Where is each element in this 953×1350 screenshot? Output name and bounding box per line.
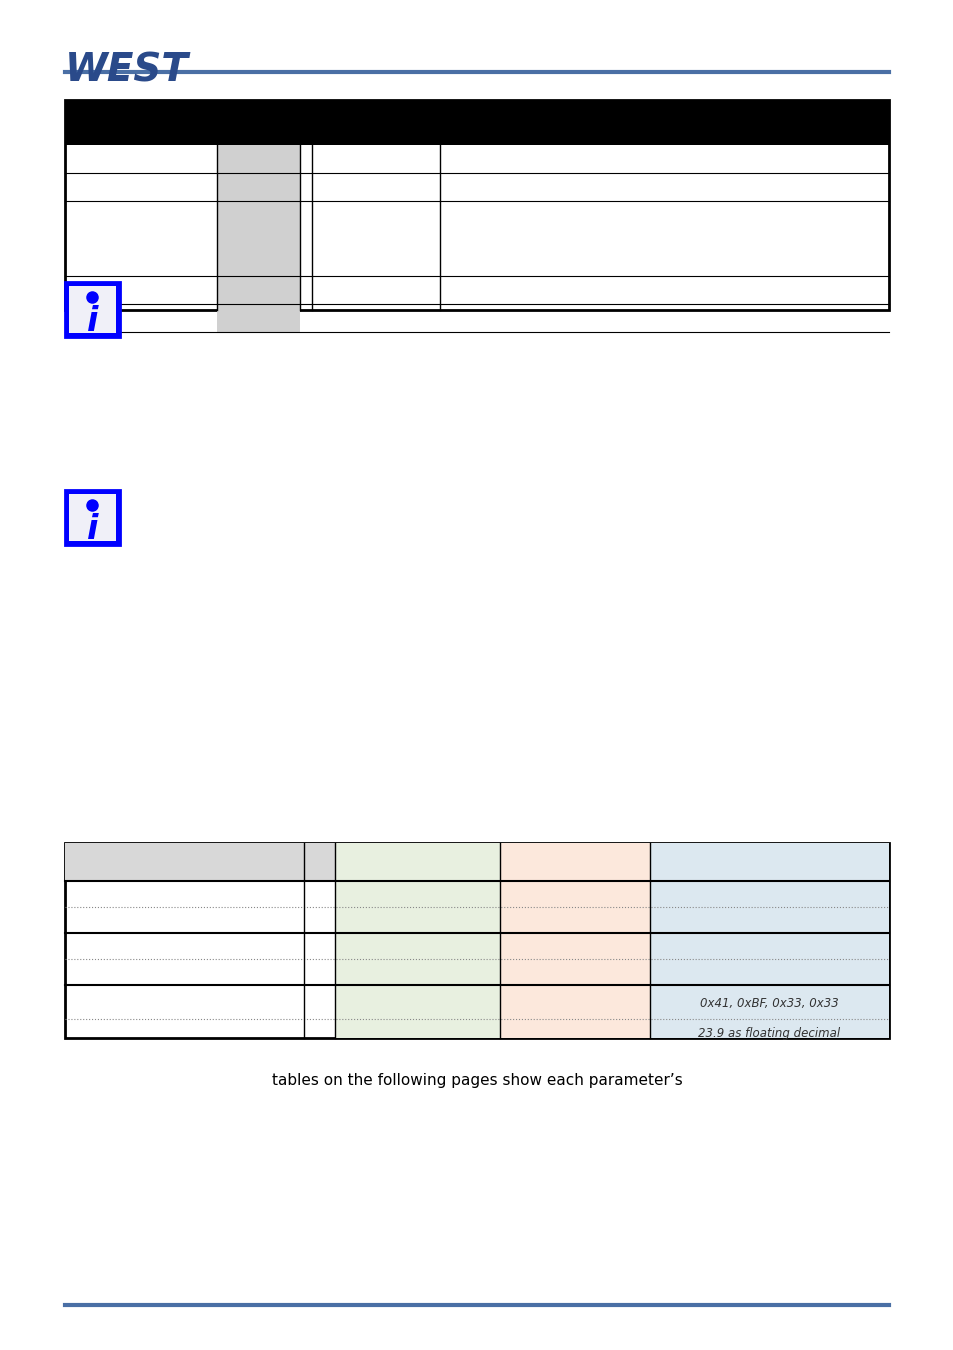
Bar [499, 842, 649, 882]
Bar [65, 842, 888, 882]
Text: 23.9 as floating decimal: 23.9 as floating decimal [698, 1027, 840, 1040]
Text: tables on the following pages show each parameter’s: tables on the following pages show each … [272, 1072, 681, 1088]
Text: 0x41, 0xBF, 0x33, 0x33: 0x41, 0xBF, 0x33, 0x33 [700, 998, 838, 1010]
Text: i: i [87, 305, 98, 338]
Bar [335, 882, 499, 1038]
Bar [65, 282, 120, 338]
Bar [65, 490, 120, 545]
Text: i: i [87, 513, 98, 547]
Bar [65, 842, 888, 1038]
Bar [649, 882, 888, 1038]
Text: WEST: WEST [65, 53, 189, 90]
Bar [65, 100, 888, 144]
Bar [649, 842, 888, 882]
Bar [217, 144, 299, 332]
Bar [70, 286, 115, 332]
Bar [65, 100, 888, 311]
Bar [335, 842, 499, 882]
Bar [70, 494, 115, 540]
Bar [499, 882, 649, 1038]
